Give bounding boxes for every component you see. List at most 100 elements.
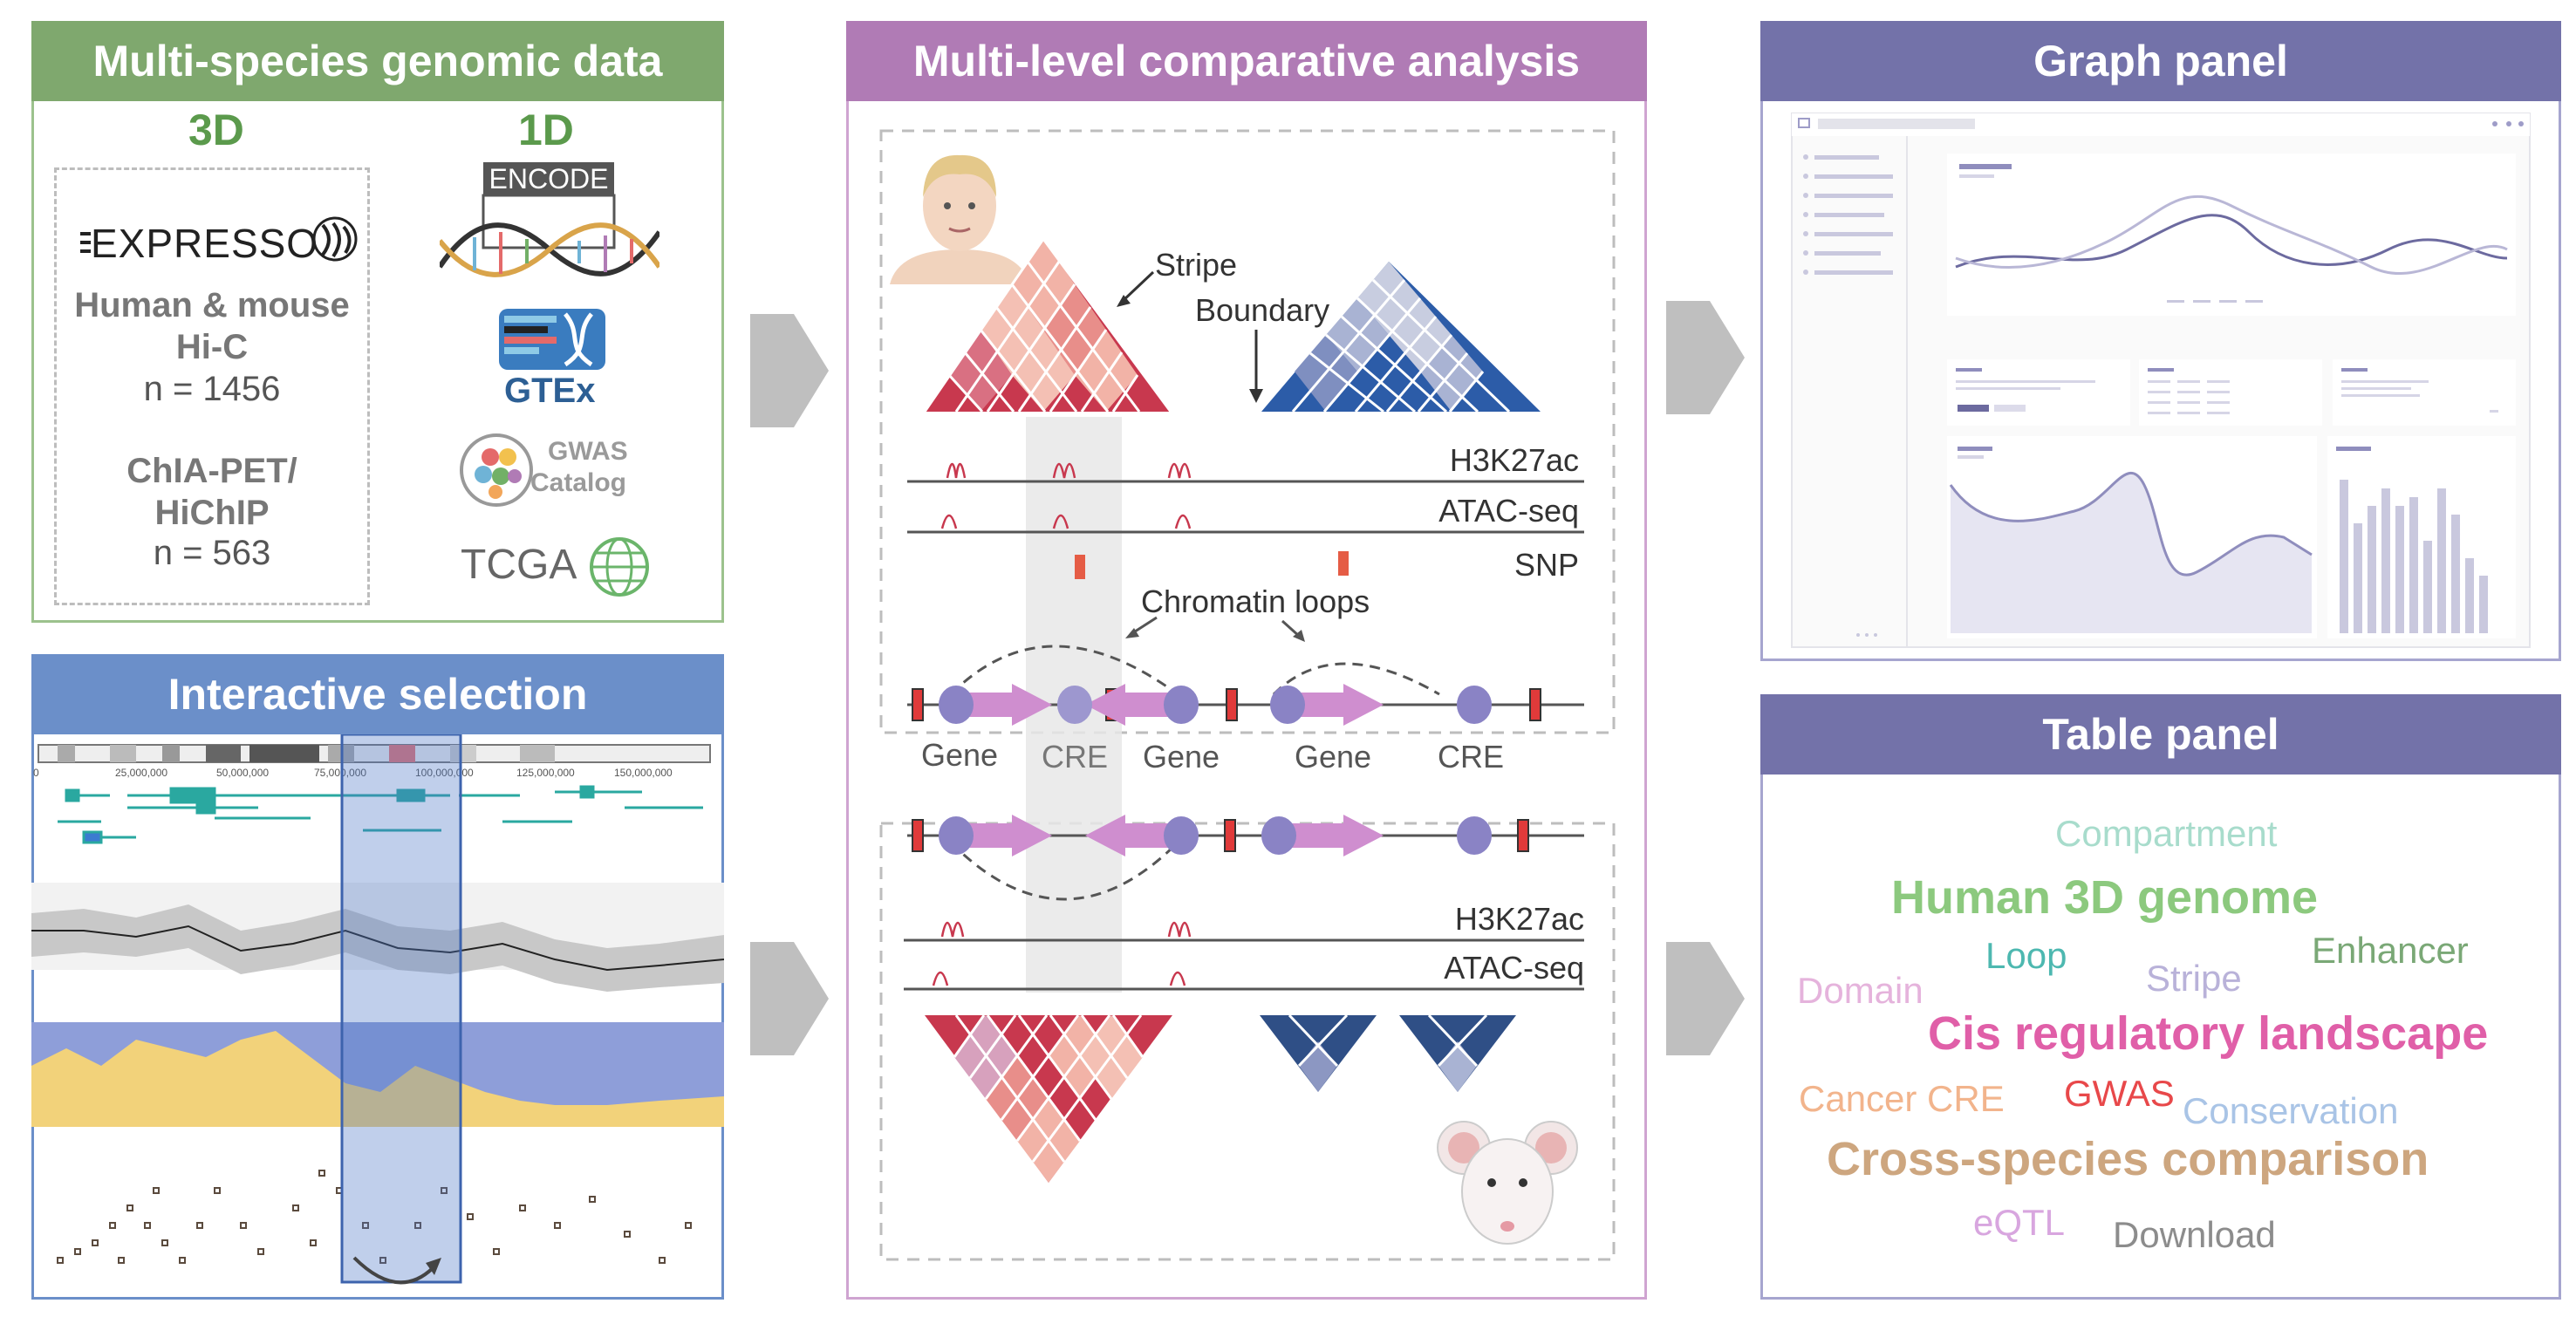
word-download[interactable]: Download	[2113, 1214, 2276, 1255]
element-label: Gene	[1143, 739, 1220, 775]
gtex-label: GTEx	[504, 372, 596, 410]
flow-arrow-1	[750, 314, 829, 427]
mouse-heatmap	[925, 1013, 1516, 1183]
3d-data-box	[54, 167, 370, 605]
human-h3k27ac-label: H3K27ac	[1450, 442, 1579, 478]
table-title: Table panel	[1760, 694, 2561, 775]
human-heatmap	[923, 238, 1172, 413]
element-label: Gene	[921, 737, 998, 773]
hic-title-line1: Human & mouse	[74, 286, 350, 324]
word-cis-regulatory-landscape[interactable]: Cis regulatory landscape	[1928, 1007, 2489, 1060]
graph-title: Graph panel	[1760, 21, 2561, 101]
human-atac-label: ATAC-seq	[1438, 493, 1579, 529]
tick-label: 75,000,000	[314, 767, 366, 779]
hic-count: n = 1456	[143, 370, 281, 408]
col-3d-label: 3D	[188, 106, 244, 154]
word-stripe[interactable]: Stripe	[2146, 958, 2242, 999]
chia-title-line2: HiChIP	[154, 494, 270, 532]
interactive-title: Interactive selection	[31, 654, 724, 734]
dashboard-mockup[interactable]	[1760, 101, 2561, 661]
word-gwas[interactable]: GWAS	[2064, 1073, 2175, 1114]
tick-label: 25,000,000	[115, 767, 167, 779]
flow-arrow-2	[750, 942, 829, 1055]
genomic-data-title-text: Multi-species genomic data	[92, 37, 663, 85]
word-eqtl[interactable]: eQTL	[1973, 1202, 2066, 1243]
tcga-logo: TCGA	[461, 529, 661, 602]
loop-arcs	[949, 645, 1440, 901]
expresso-text: EXPRESSO	[91, 221, 319, 266]
element-labels: Gene CRE Gene Gene CRE	[921, 737, 1504, 775]
comparative-figure: Stripe Boundary H3K27ac ATAC-seq SNP Chr…	[879, 129, 1616, 1261]
tick-label: 0	[33, 767, 39, 779]
expresso-dna-icon	[80, 216, 358, 262]
comparative-title-text: Multi-level comparative analysis	[912, 37, 1581, 85]
encode-logo: ENCODE	[440, 162, 659, 284]
snp-label: SNP	[1514, 547, 1579, 583]
gwas-catalog-icon	[460, 433, 533, 507]
word-enhancer[interactable]: Enhancer	[2312, 930, 2469, 971]
word-human-3d-genome[interactable]: Human 3D genome	[1891, 871, 2319, 924]
hic-title: Human & mouse Hi-C	[54, 284, 370, 368]
mouse-atac-label: ATAC-seq	[1444, 950, 1584, 986]
signal-band	[31, 904, 724, 992]
word-cross-species-comparison[interactable]: Cross-species comparison	[1827, 1133, 2429, 1185]
flow-arrow-3	[1666, 301, 1745, 414]
dashboard-sidebar	[1803, 154, 1893, 637]
human-heatmap-blue	[1261, 262, 1541, 413]
gwas-label-line1: GWAS	[548, 437, 628, 466]
interaction-dots	[57, 1170, 692, 1264]
hic-title-line2: Hi-C	[175, 328, 249, 366]
signal-line	[31, 925, 724, 972]
chia-title-line1: ChIA-PET/	[126, 452, 297, 490]
menu-icon[interactable]	[1798, 118, 1810, 128]
selection-window[interactable]	[340, 734, 462, 1284]
word-conservation[interactable]: Conservation	[2183, 1090, 2399, 1131]
mouse-h3k27ac-label: H3K27ac	[1455, 901, 1584, 937]
gene-track	[58, 785, 703, 844]
tcga-label: TCGA	[461, 542, 577, 588]
globe-icon	[590, 537, 649, 597]
genomic-data-title: Multi-species genomic data	[31, 21, 724, 101]
chromatin-loops-label: Chromatin loops	[1141, 583, 1370, 619]
encode-label: ENCODE	[483, 162, 614, 195]
interactive-title-text: Interactive selection	[167, 670, 588, 719]
tick-label: 100,000,000	[415, 767, 474, 779]
human-gene-line	[907, 684, 1584, 726]
word-cancer-cre[interactable]: Cancer CRE	[1799, 1078, 2005, 1119]
gtex-icon	[499, 309, 605, 370]
element-label: CRE	[1042, 739, 1108, 775]
mouse-box	[879, 822, 1616, 1261]
gwas-label-line2: Catalog	[530, 468, 627, 497]
comparative-title: Multi-level comparative analysis	[846, 21, 1647, 101]
gwas-label: GWAS Catalog	[530, 436, 628, 499]
human-icon	[890, 154, 1029, 284]
genome-axis-ticks: 0 25,000,000 50,000,000 75,000,000 100,0…	[33, 767, 673, 779]
expresso-logo: EXPRESSO	[73, 216, 361, 270]
word-domain[interactable]: Domain	[1797, 970, 1923, 1011]
element-label: CRE	[1438, 739, 1504, 775]
element-label: Gene	[1295, 739, 1371, 775]
word-cloud: Compartment Human 3D genome Loop Enhance…	[1760, 775, 2561, 1300]
human-box	[879, 129, 1616, 734]
gwas-logo: GWAS Catalog	[457, 431, 649, 509]
area-track-fill	[31, 1031, 724, 1127]
mouse-icon	[1437, 1121, 1578, 1245]
dna-helix-icon	[440, 194, 659, 277]
graph-title-text: Graph panel	[2033, 37, 2288, 85]
genome-browser[interactable]: 0 25,000,000 50,000,000 75,000,000 100,0…	[31, 734, 724, 1300]
flow-arrow-4	[1666, 942, 1745, 1055]
tick-label: 50,000,000	[216, 767, 269, 779]
word-loop[interactable]: Loop	[1985, 935, 2067, 976]
chia-title: ChIA-PET/ HiChIP	[54, 450, 370, 534]
mouse-gene-line	[907, 815, 1584, 856]
chia-count: n = 563	[153, 534, 271, 572]
tick-label: 125,000,000	[516, 767, 575, 779]
stripe-label: Stripe	[1155, 247, 1237, 283]
line-chart-card[interactable]	[1947, 154, 2516, 316]
mouse-tracks	[904, 921, 1584, 991]
col-1d-label: 1D	[518, 106, 574, 154]
word-compartment[interactable]: Compartment	[2055, 813, 2278, 854]
boundary-label: Boundary	[1195, 292, 1329, 328]
tick-label: 150,000,000	[614, 767, 673, 779]
gtex-logo: GTEx	[495, 309, 609, 413]
